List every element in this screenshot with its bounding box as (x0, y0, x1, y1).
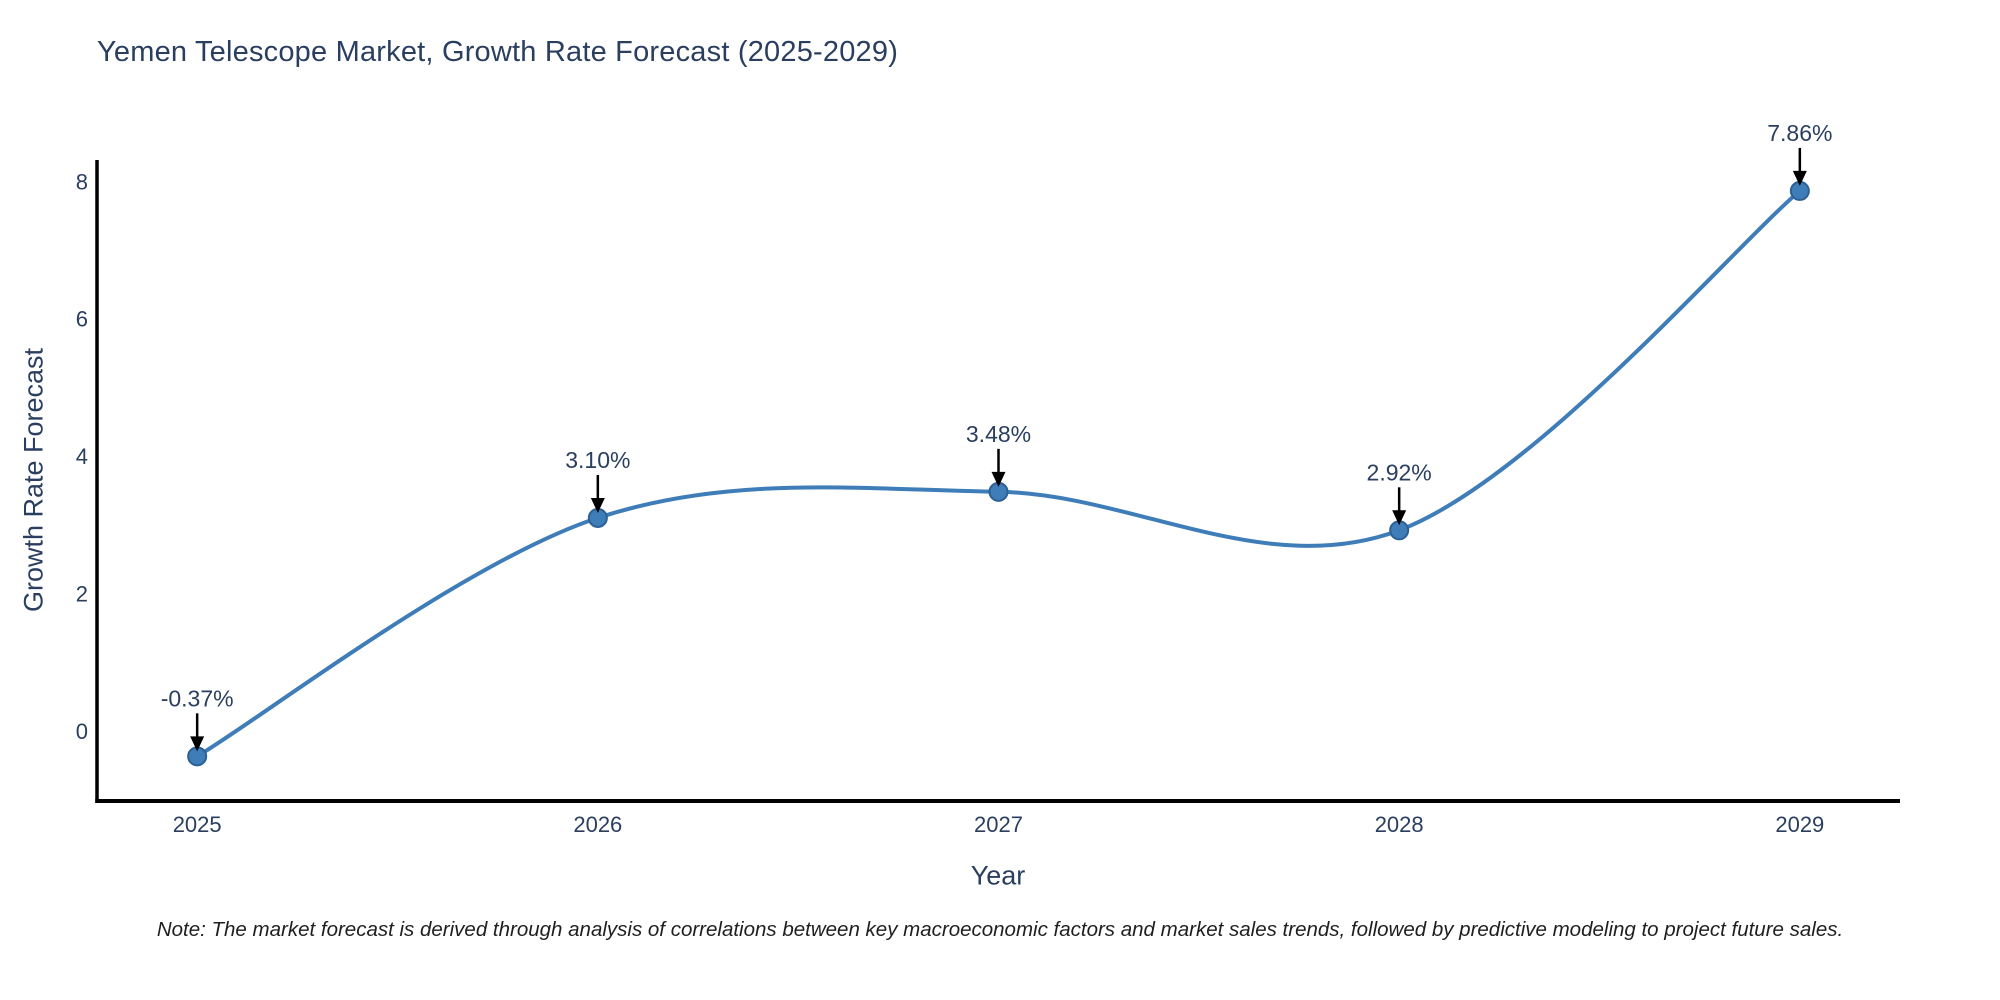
annotation-label: 2.92% (1367, 459, 1432, 485)
annotation-arrow-head (590, 497, 605, 513)
annotation-arrow-head (991, 471, 1006, 487)
y-tick-label: 4 (76, 444, 88, 469)
annotation-arrow-head (1392, 510, 1407, 526)
x-tick-label: 2026 (573, 812, 622, 837)
y-tick-label: 0 (76, 719, 88, 744)
x-tick-label: 2029 (1775, 812, 1824, 837)
y-tick-label: 8 (76, 169, 88, 194)
x-tick-label: 2025 (173, 812, 222, 837)
x-tick-label: 2027 (974, 812, 1023, 837)
annotation-arrow-head (190, 736, 205, 752)
annotation-label: -0.37% (161, 685, 234, 711)
chart-title: Yemen Telescope Market, Growth Rate Fore… (97, 36, 899, 68)
y-tick-label: 6 (76, 307, 88, 332)
x-axis-title: Year (970, 860, 1026, 891)
y-tick-label: 2 (76, 582, 88, 607)
annotation-label: 3.10% (565, 447, 630, 473)
y-axis-title: Growth Rate Forecast (18, 347, 49, 613)
x-tick-label: 2028 (1375, 812, 1424, 837)
footnote: Note: The market forecast is derived thr… (156, 918, 1844, 941)
annotation-label: 7.86% (1767, 120, 1832, 146)
annotation-arrow-head (1792, 170, 1807, 186)
annotation-label: 3.48% (966, 421, 1031, 447)
